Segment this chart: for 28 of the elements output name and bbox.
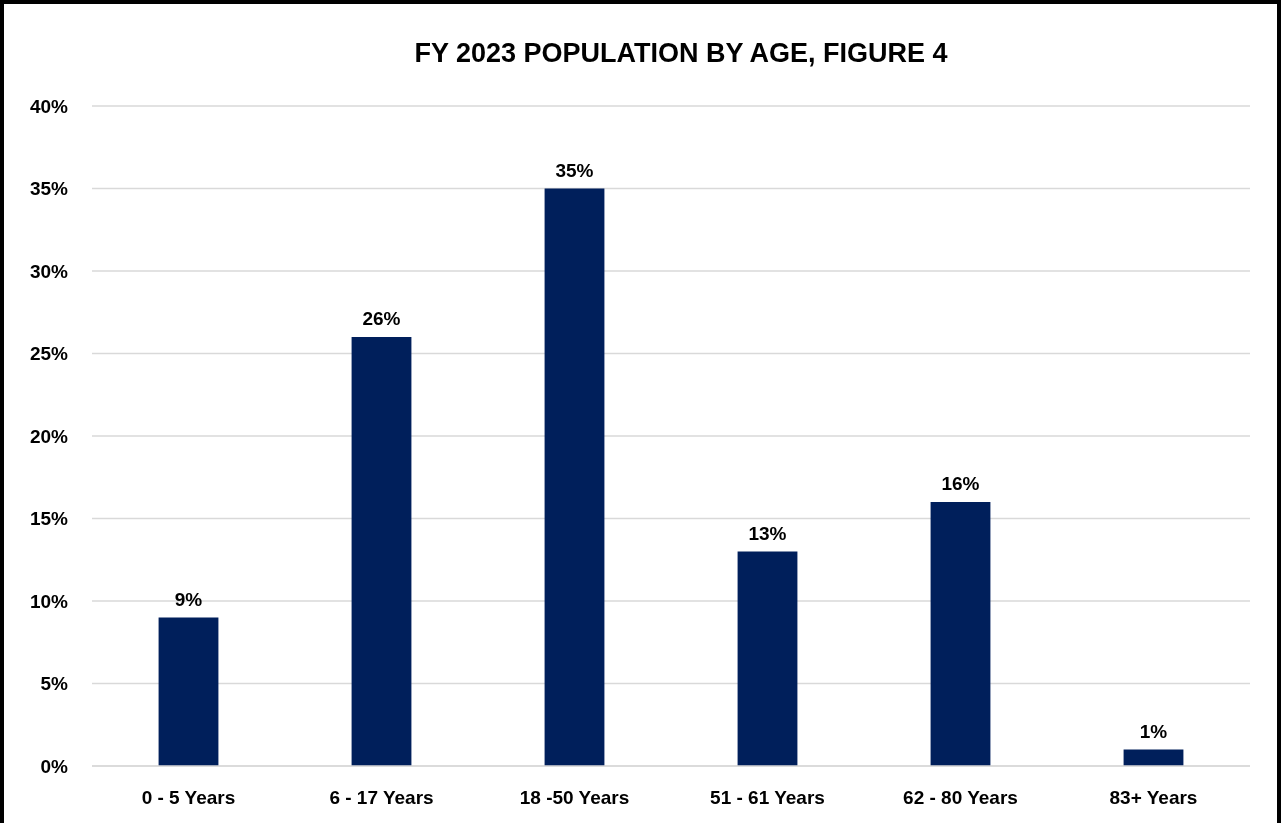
y-tick-label: 25%: [29, 343, 69, 365]
y-tick-label: 20%: [29, 425, 69, 447]
y-tick-label: 40%: [29, 95, 69, 117]
x-tick-label: 6 - 17 Years: [329, 787, 434, 808]
x-tick-label: 51 - 61 Years: [710, 787, 825, 808]
y-tick-label: 35%: [29, 178, 69, 200]
data-label: 35%: [555, 159, 594, 181]
data-label: 13%: [748, 522, 787, 544]
y-tick-label: 5%: [40, 673, 69, 695]
bar: [737, 551, 798, 766]
bar: [544, 188, 605, 766]
bar: [351, 337, 412, 766]
chart-title: FY 2023 POPULATION BY AGE, FIGURE 4: [414, 38, 948, 68]
x-tick-label: 0 - 5 Years: [141, 787, 236, 808]
bar: [1123, 749, 1184, 766]
bar: [158, 617, 219, 766]
y-tick-label: 10%: [29, 590, 69, 612]
data-label: 1%: [1139, 720, 1168, 742]
y-tick-label: 0%: [40, 755, 69, 777]
bar: [930, 502, 991, 766]
data-label: 9%: [174, 588, 203, 610]
y-tick-label: 15%: [29, 508, 69, 530]
data-label: 16%: [941, 473, 980, 494]
data-label: 26%: [362, 308, 401, 329]
x-tick-label: 83+ Years: [1109, 787, 1198, 808]
x-tick-label: 18 -50 Years: [519, 787, 630, 808]
y-tick-label: 30%: [29, 260, 69, 282]
x-tick-label: 62 - 80 Years: [903, 787, 1018, 808]
